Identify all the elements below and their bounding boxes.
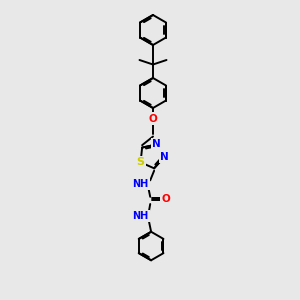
Text: N: N: [160, 152, 168, 162]
Text: S: S: [136, 157, 145, 167]
Text: NH: NH: [133, 179, 149, 189]
Text: N: N: [152, 140, 161, 149]
Text: O: O: [161, 194, 170, 204]
Text: NH: NH: [133, 211, 149, 221]
Text: O: O: [148, 113, 158, 124]
